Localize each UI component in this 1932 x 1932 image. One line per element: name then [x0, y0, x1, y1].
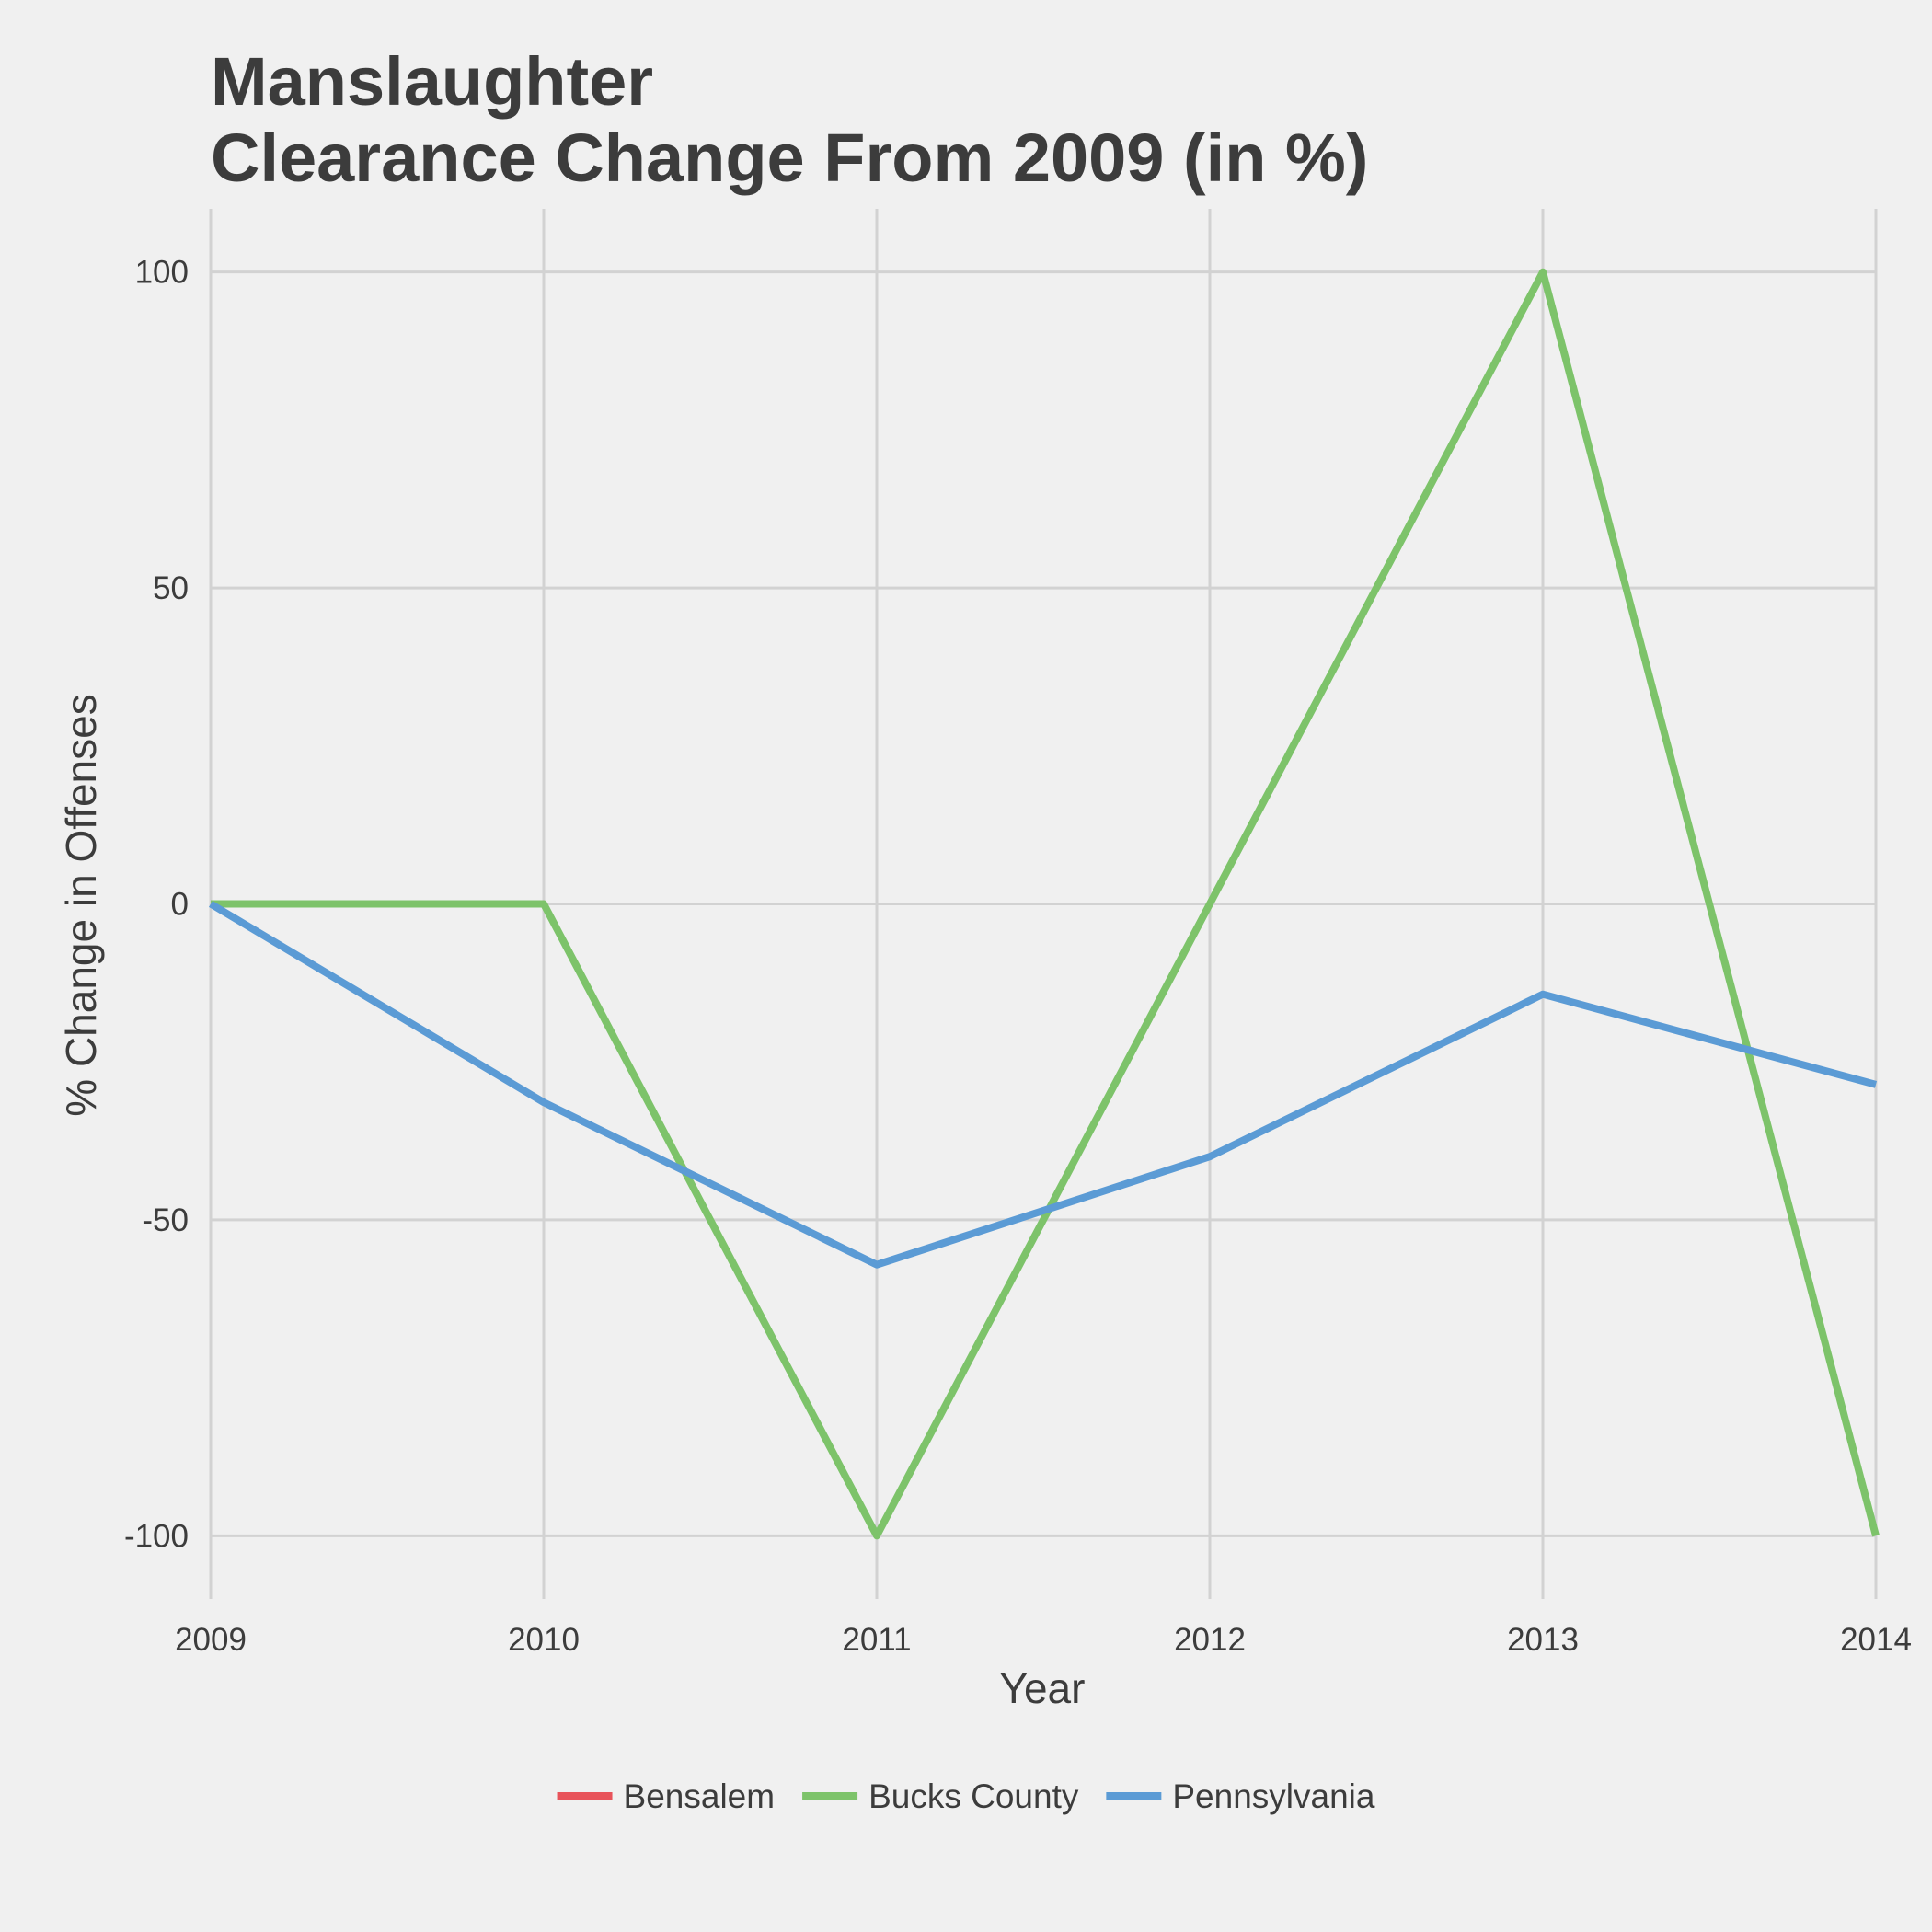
- series-line-pennsylvania: [208, 901, 1878, 1269]
- y-axis-tick-labels: -100 -50 0 50 100: [124, 255, 189, 1555]
- x-axis-title: Year: [1000, 1664, 1086, 1712]
- legend-label-pennsylvania: Pennsylvania: [1172, 1777, 1375, 1815]
- x-tick-label: 2013: [1507, 1622, 1579, 1658]
- horizontal-gridlines: [211, 270, 1876, 1537]
- series-lines: [208, 268, 1880, 1540]
- chart-title-line-1: Manslaughter: [211, 43, 653, 120]
- y-tick-label: -50: [142, 1202, 189, 1238]
- y-tick-label: 0: [171, 887, 189, 923]
- series-line-bucks-county: [211, 268, 1880, 1540]
- x-tick-label: 2009: [175, 1622, 247, 1658]
- x-tick-label: 2011: [842, 1622, 911, 1658]
- x-tick-label: 2012: [1174, 1622, 1246, 1658]
- legend-label-bucks-county: Bucks County: [868, 1777, 1079, 1815]
- x-tick-label: 2010: [508, 1622, 580, 1658]
- y-tick-label: 100: [135, 255, 189, 291]
- y-tick-label: -100: [124, 1518, 189, 1554]
- legend: Bensalem Bucks County Pennsylvania: [557, 1777, 1375, 1815]
- x-axis-tick-labels: 2009 2010 2011 2012 2013 2014: [175, 1622, 1912, 1658]
- chart-title-line-2: Clearance Change From 2009 (in %): [211, 120, 1368, 196]
- x-tick-label: 2014: [1840, 1622, 1912, 1658]
- y-axis-title: % Change in Offenses: [57, 694, 105, 1116]
- y-tick-label: 50: [153, 570, 189, 606]
- legend-label-bensalem: Bensalem: [624, 1777, 776, 1815]
